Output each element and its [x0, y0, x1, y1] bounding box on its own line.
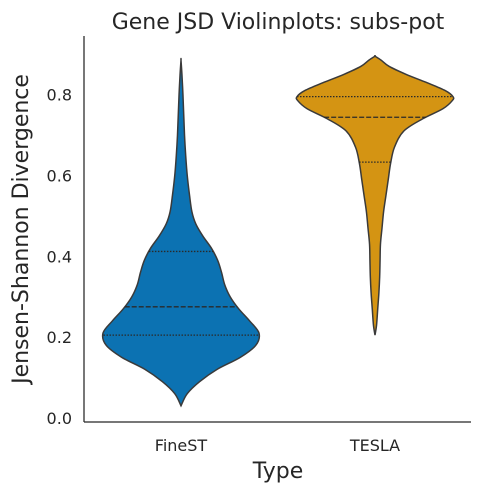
y-tick-label: 0.4	[47, 247, 72, 266]
y-tick-label: 0.2	[47, 328, 72, 347]
violin-finest	[101, 57, 261, 408]
x-tick-label-tesla: TESLA	[349, 436, 400, 455]
y-tick-label: 0.6	[47, 166, 72, 185]
x-tick-labels: FineST TESLA	[155, 436, 400, 455]
x-tick-label-finest: FineST	[155, 436, 208, 455]
chart-title: Gene JSD Violinplots: subs-pot	[112, 10, 445, 35]
violins-layer	[101, 54, 455, 408]
y-tick-label: 0.8	[47, 86, 72, 105]
axes-layer	[83, 36, 471, 423]
y-tick-label: 0.0	[47, 409, 72, 428]
y-axis-label: Jensen-Shannon Divergence	[9, 74, 34, 386]
x-axis-label: Type	[252, 459, 304, 484]
violin-tesla	[295, 54, 455, 336]
y-tick-labels: 0.0 0.2 0.4 0.6 0.8	[47, 86, 72, 428]
chart-title-group: Gene JSD Violinplots: subs-pot	[112, 10, 445, 35]
